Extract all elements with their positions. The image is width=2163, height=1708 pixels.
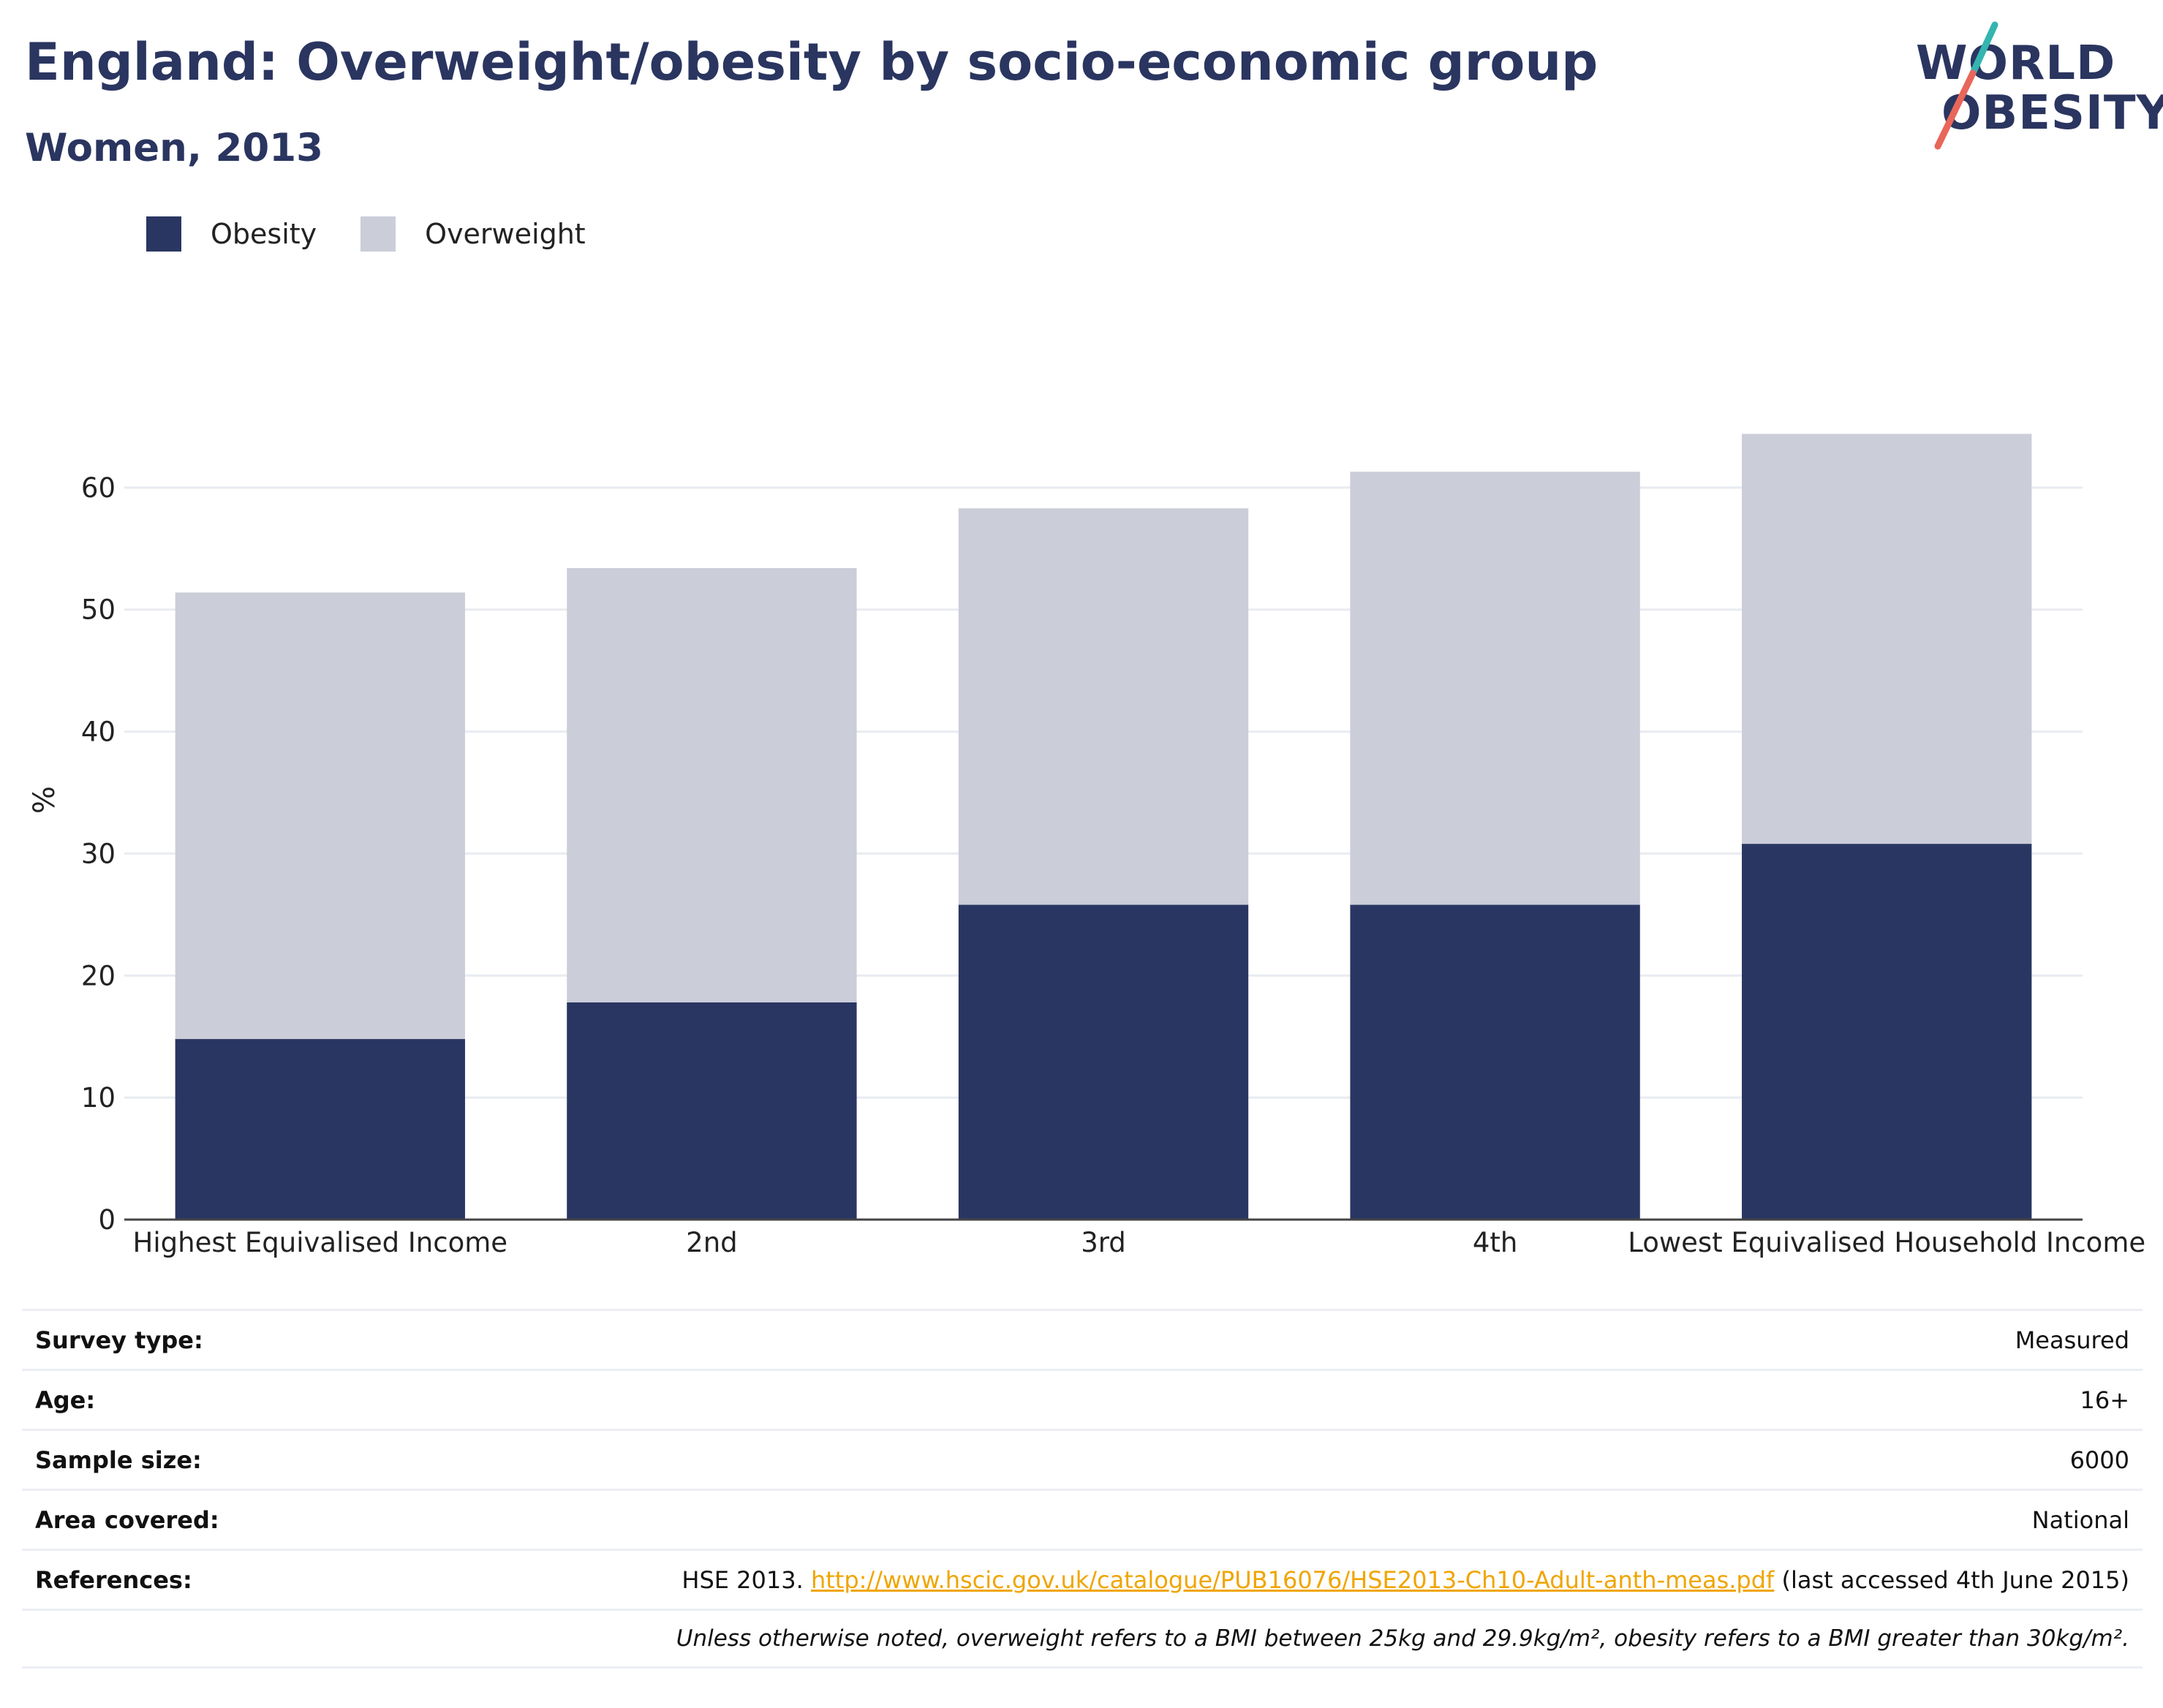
survey-info-table: Survey type: Measured Age: 16+ Sample si…: [22, 1309, 2143, 1669]
bar-overweight: [1350, 472, 1640, 905]
bar-overweight: [567, 567, 857, 1002]
y-tick-label: 50: [81, 594, 116, 626]
legend: Obesity Overweight: [146, 216, 630, 252]
y-tick-label: 60: [81, 472, 116, 504]
legend-swatch-obesity: [146, 216, 181, 252]
stacked-bar-chart: 0 10 20 30 40 50 60% Highest Equivalised Income…: [28, 434, 2145, 1258]
info-row-note: Unless otherwise noted, overweight refer…: [22, 1609, 2143, 1669]
y-tick-label: 20: [81, 960, 116, 991]
x-tick-label: Highest Equivalised Income: [133, 1227, 508, 1258]
world-obesity-logo[interactable]: WORLD OBESITY: [1909, 20, 2163, 156]
bmi-definition-note: Unless otherwise noted, overweight refer…: [676, 1625, 2129, 1652]
legend-label-obesity: Obesity: [211, 218, 317, 250]
bar-obesity: [175, 1039, 465, 1220]
chart-subtitle: Women, 2013: [25, 126, 323, 170]
chart-title: England: Overweight/obesity by socio-eco…: [25, 32, 1598, 92]
info-key-survey-type: Survey type:: [35, 1326, 203, 1354]
bar-obesity: [1350, 904, 1640, 1220]
info-row-references: References: HSE 2013. http://www.hscic.g…: [22, 1549, 2143, 1609]
reference-suffix: (last accessed 4th June 2015): [1781, 1565, 2129, 1594]
y-axis-label: %: [28, 786, 61, 814]
legend-item-overweight[interactable]: Overweight: [360, 216, 586, 252]
bar-overweight: [958, 508, 1249, 905]
info-value-survey-type: Measured: [2015, 1326, 2129, 1354]
y-tick-label: 0: [98, 1204, 116, 1236]
info-value-sample-size: 6000: [2069, 1446, 2129, 1474]
x-tick-label: 2nd: [686, 1227, 737, 1258]
y-tick-label: 30: [81, 838, 116, 869]
info-row-sample-size: Sample size: 6000: [22, 1429, 2143, 1489]
y-tick-label: 40: [81, 717, 116, 748]
logo-slash-icon: [1934, 21, 1998, 150]
info-key-references: References:: [35, 1565, 192, 1594]
info-row-age: Age: 16+: [22, 1369, 2143, 1429]
x-tick-label: 4th: [1473, 1227, 1518, 1258]
info-value-references: HSE 2013. http://www.hscic.gov.uk/catalo…: [682, 1566, 2129, 1594]
info-key-sample-size: Sample size:: [35, 1446, 202, 1474]
reference-link[interactable]: http://www.hscic.gov.uk/catalogue/PUB160…: [810, 1565, 1775, 1594]
info-row-area-covered: Area covered: National: [22, 1489, 2143, 1549]
bar-overweight: [175, 592, 465, 1040]
info-key-age: Age:: [35, 1386, 96, 1414]
bar-obesity: [958, 904, 1249, 1220]
logo-line-1: WORLD: [1916, 37, 2116, 91]
bar-overweight: [1742, 434, 2032, 844]
legend-item-obesity[interactable]: Obesity: [146, 216, 317, 252]
y-tick-label: 10: [81, 1082, 116, 1114]
legend-swatch-overweight: [360, 216, 396, 252]
info-key-area-covered: Area covered:: [35, 1505, 219, 1534]
bar-obesity: [567, 1002, 857, 1220]
x-tick-label: 3rd: [1081, 1227, 1126, 1258]
info-row-survey-type: Survey type: Measured: [22, 1309, 2143, 1369]
legend-label-overweight: Overweight: [425, 218, 586, 250]
logo-line-2: OBESITY: [1941, 86, 2163, 140]
bar-obesity: [1742, 844, 2032, 1220]
reference-prefix: HSE 2013.: [682, 1565, 804, 1594]
info-value-age: 16+: [2080, 1386, 2129, 1414]
info-value-area-covered: National: [2031, 1505, 2129, 1534]
x-tick-label: Lowest Equivalised Household Income: [1628, 1227, 2145, 1258]
